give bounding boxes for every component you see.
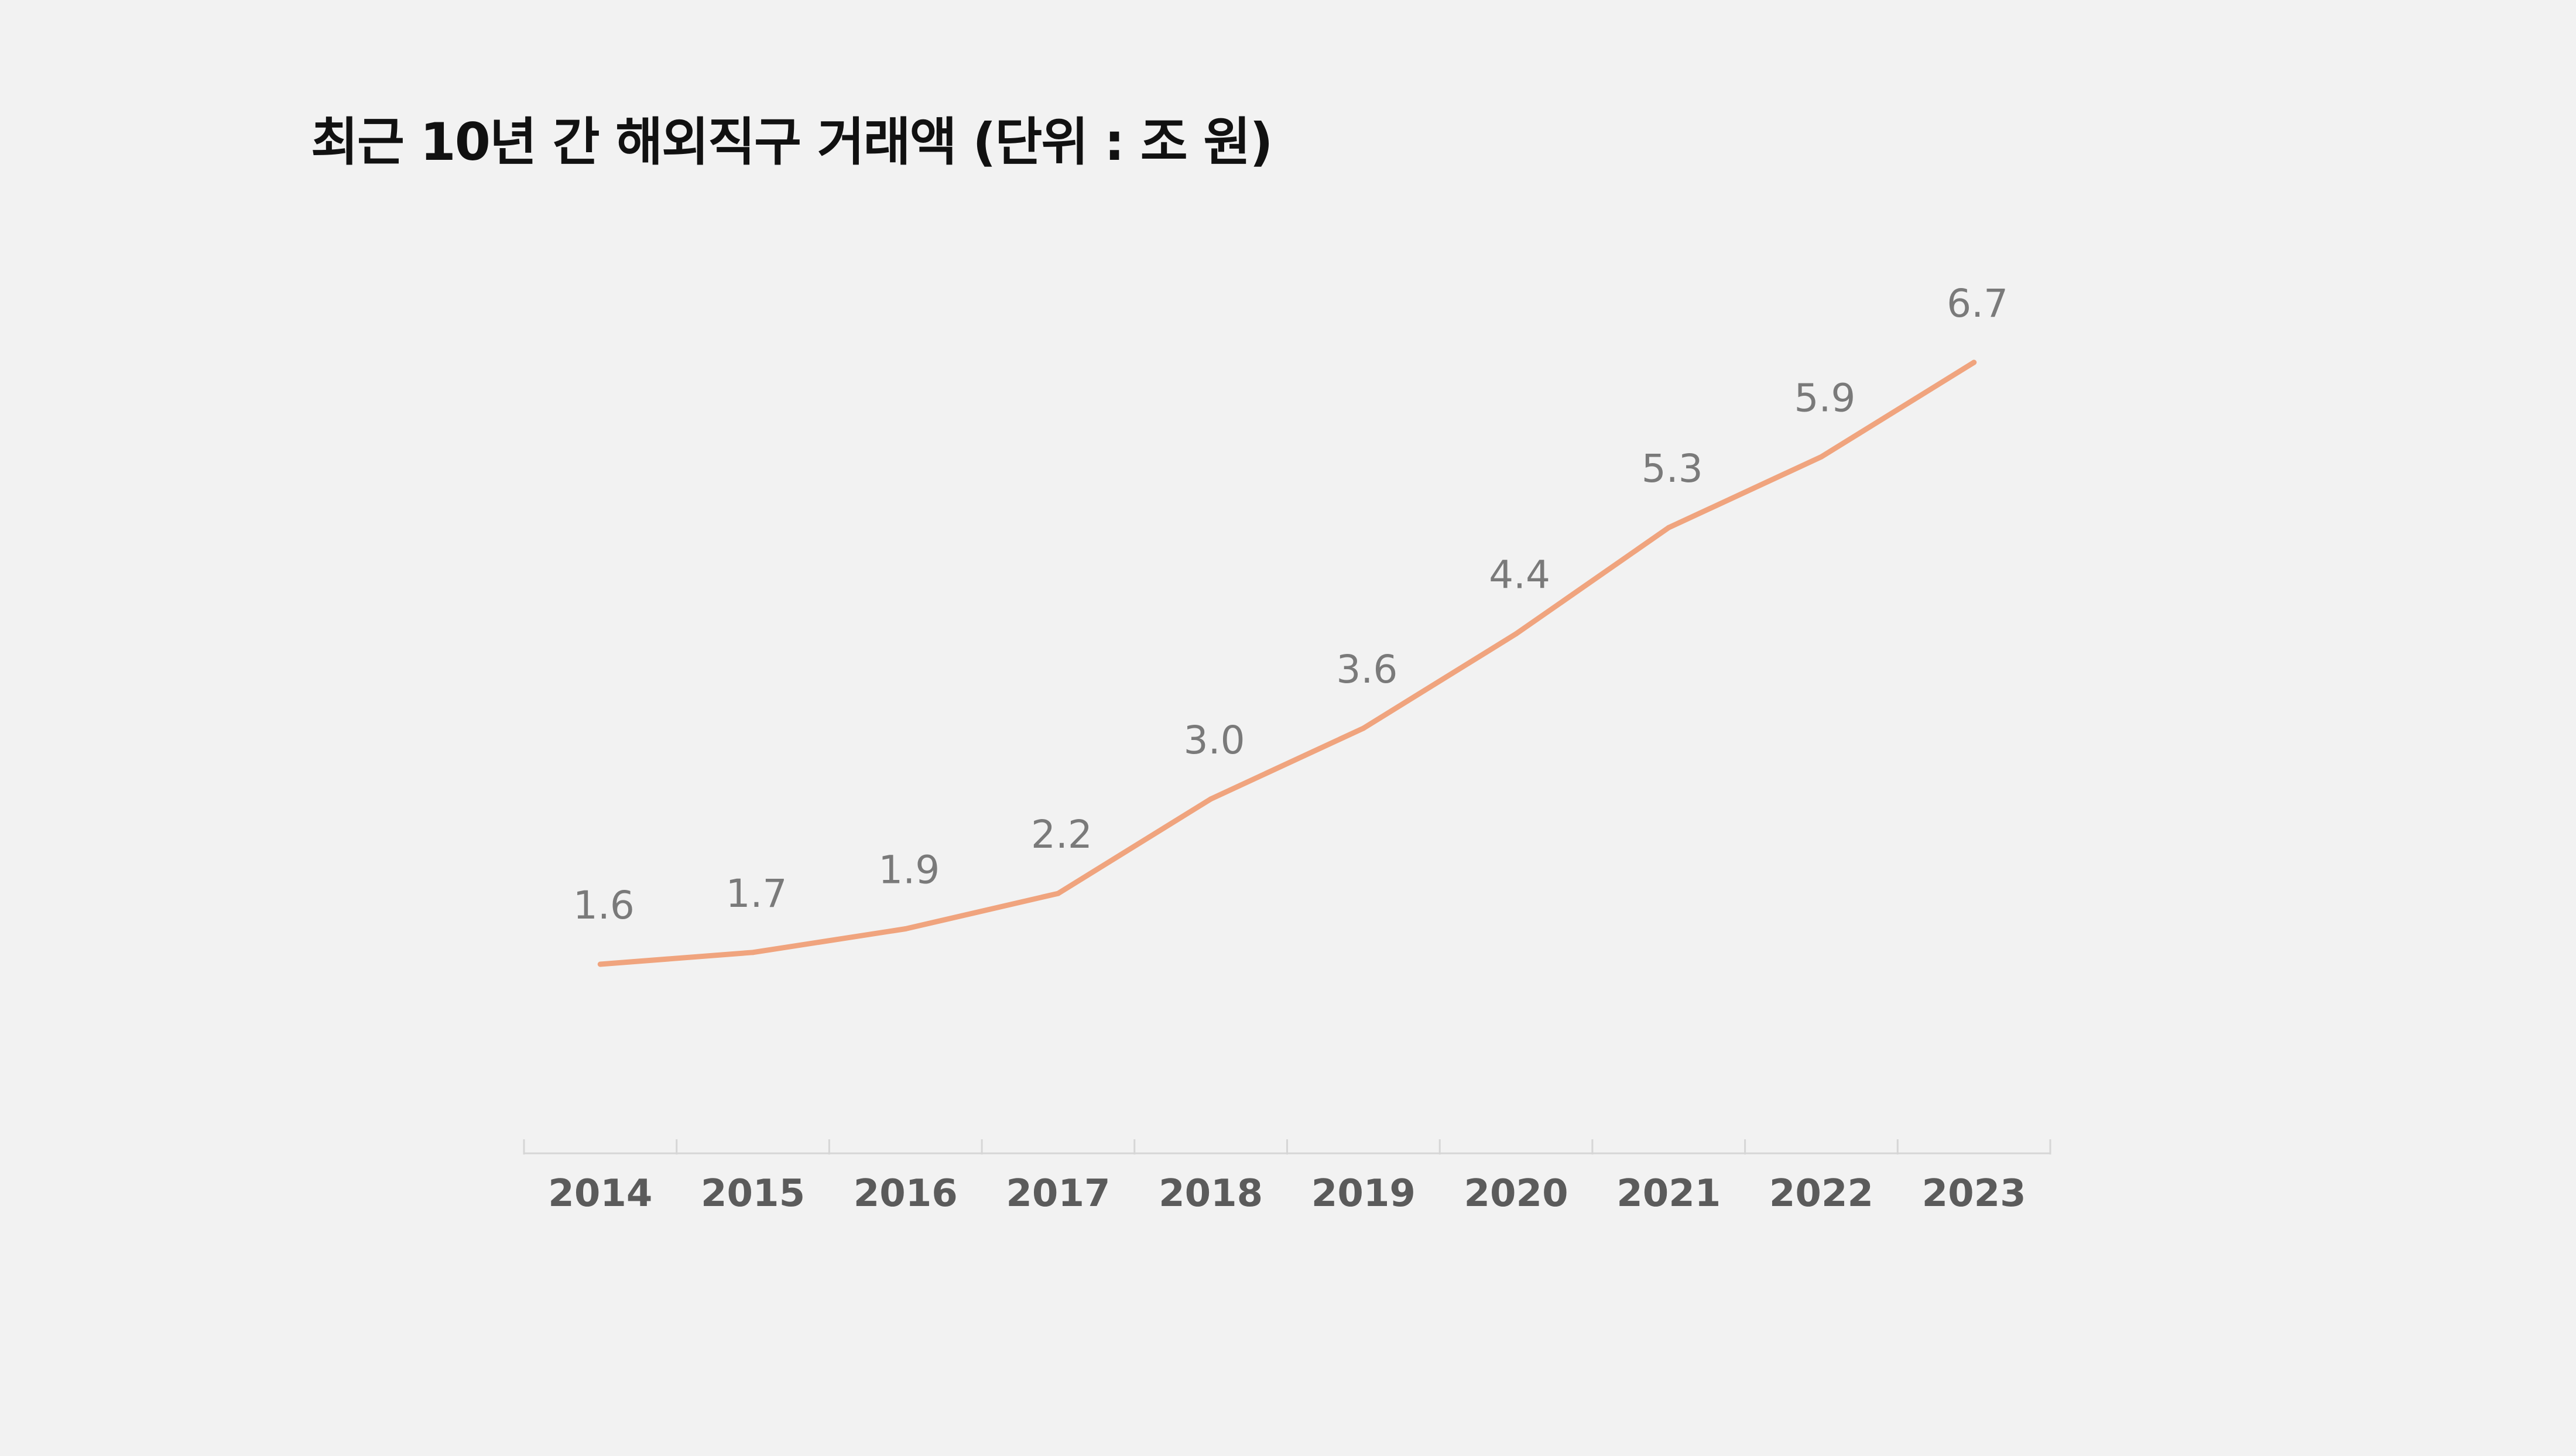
data-point-2014 [597, 961, 603, 967]
data-labels: 1.6 1.7 1.9 2.2 3.0 3.6 4.4 5.3 5.9 6.7 [573, 281, 2008, 928]
data-point-2016 [903, 926, 909, 932]
x-tick-label-2015: 2015 [701, 1172, 805, 1215]
data-label-2016: 1.9 [878, 848, 940, 893]
x-tick-label-2023: 2023 [1922, 1172, 2026, 1215]
x-tick-label-2016: 2016 [854, 1172, 958, 1215]
x-tick-label-2021: 2021 [1616, 1172, 1721, 1215]
chart-title: 최근 10년 간 해외직구 거래액 (단위 : 조 원) [311, 112, 1273, 172]
data-point-2017 [1055, 890, 1061, 896]
data-point-2019 [1361, 725, 1366, 731]
data-point-2018 [1208, 796, 1214, 802]
data-point-2021 [1666, 525, 1671, 530]
data-label-2019: 3.6 [1336, 647, 1397, 692]
data-point-2015 [750, 950, 756, 955]
data-label-2023: 6.7 [1947, 281, 2008, 326]
data-label-2014: 1.6 [573, 883, 635, 928]
data-label-2017: 2.2 [1031, 812, 1092, 857]
data-label-2022: 5.9 [1794, 375, 1855, 420]
x-tick-label-2022: 2022 [1769, 1172, 1873, 1215]
series-total [597, 359, 1977, 967]
data-label-2020: 4.4 [1489, 553, 1550, 598]
x-tick-label-2019: 2019 [1311, 1172, 1416, 1215]
data-label-2021: 5.3 [1642, 446, 1703, 491]
x-tick-label-2018: 2018 [1159, 1172, 1263, 1215]
x-tick-label-2014: 2014 [548, 1172, 652, 1215]
data-point-2023 [1971, 359, 1977, 365]
x-tick-label-2020: 2020 [1464, 1172, 1568, 1215]
series-line [597, 359, 1977, 967]
x-tick-labels: 2014 2015 2016 2017 2018 2019 2020 2021 2022 2023 [548, 1172, 2026, 1215]
data-label-2015: 1.7 [726, 871, 787, 916]
data-point-2020 [1513, 631, 1519, 637]
data-label-2018: 3.0 [1184, 718, 1245, 763]
x-tick-label-2017: 2017 [1006, 1172, 1110, 1215]
x-axis [523, 1139, 2051, 1154]
data-point-2022 [1818, 454, 1824, 460]
